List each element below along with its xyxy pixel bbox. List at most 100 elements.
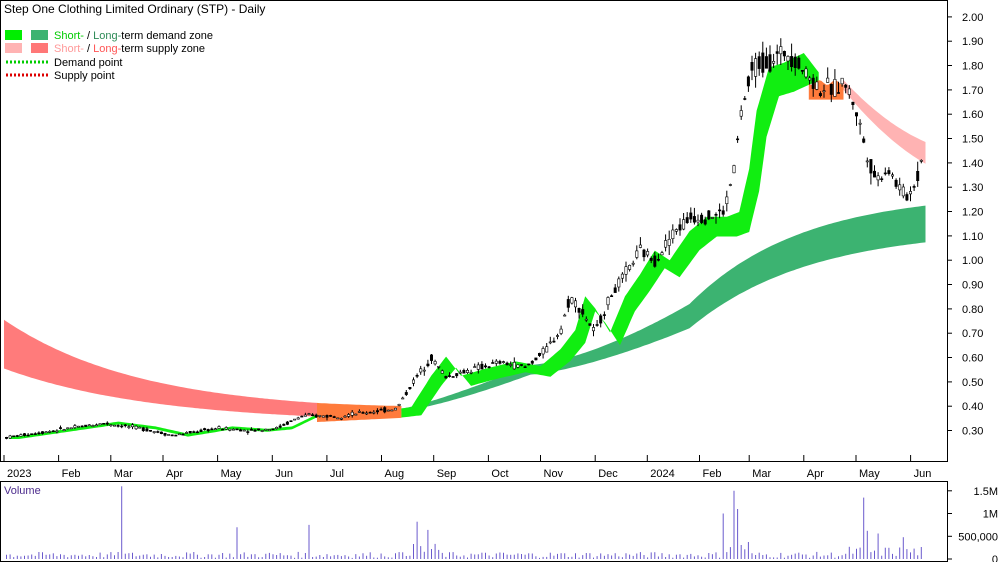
candle-body bbox=[743, 98, 747, 100]
volume-axis: 1.5M 1M 500,000 0 bbox=[948, 486, 998, 562]
candle-body bbox=[750, 61, 754, 71]
candle-body bbox=[98, 423, 102, 426]
candle-body bbox=[336, 417, 340, 420]
candle-body bbox=[458, 371, 462, 374]
candle-body bbox=[357, 411, 361, 413]
candle-body bbox=[383, 407, 387, 413]
candle-body bbox=[700, 214, 704, 223]
date-axis: 2023 Feb Mar Apr May Jun Jul Aug Sep Oct Nov Dec 202… bbox=[3, 455, 931, 480]
candle-body bbox=[523, 366, 527, 369]
candle-body bbox=[728, 184, 732, 186]
candle-body bbox=[692, 216, 696, 223]
candle-body bbox=[19, 434, 23, 437]
candle-body bbox=[901, 186, 905, 197]
candle-body bbox=[836, 92, 840, 94]
candle-body bbox=[628, 264, 632, 270]
candle-body bbox=[476, 364, 480, 370]
candle-body bbox=[221, 428, 225, 431]
candle-body bbox=[635, 250, 639, 258]
candle-body bbox=[509, 364, 513, 366]
candle-body bbox=[617, 278, 621, 288]
candle-body bbox=[534, 357, 538, 361]
candle-body bbox=[610, 295, 614, 298]
legend-supply-point-label: Supply point bbox=[54, 70, 115, 82]
candle-body bbox=[707, 210, 711, 220]
candle-body bbox=[772, 60, 776, 64]
candle-body bbox=[602, 314, 606, 316]
volume-tick-label: 0 bbox=[992, 554, 998, 562]
candle-body bbox=[156, 431, 160, 433]
candle-body bbox=[581, 309, 585, 315]
candle-body bbox=[12, 435, 16, 438]
price-tick-label: 2.00 bbox=[962, 12, 983, 24]
candle-body bbox=[347, 414, 351, 417]
candle-body bbox=[185, 432, 189, 434]
price-tick-label: 0.30 bbox=[962, 426, 983, 438]
candle-body bbox=[44, 431, 48, 434]
candle-body bbox=[123, 424, 127, 427]
candle-body bbox=[573, 300, 577, 308]
legend-supply-sep: / bbox=[84, 43, 93, 55]
date-tick-label: Sep bbox=[437, 468, 457, 480]
candle-body bbox=[653, 255, 657, 267]
candle-body bbox=[818, 93, 822, 97]
candle-body bbox=[350, 411, 354, 416]
candle-body bbox=[278, 425, 282, 428]
legend-supply-mid: Long- bbox=[93, 43, 121, 55]
candle-body bbox=[116, 425, 120, 427]
price-tick-label: 0.80 bbox=[962, 304, 983, 316]
candle-body bbox=[541, 348, 545, 355]
candle-body bbox=[159, 431, 163, 435]
candle-body bbox=[894, 179, 898, 187]
volume-tick-label: 1M bbox=[983, 509, 998, 521]
candle-body bbox=[671, 229, 675, 239]
candle-body bbox=[649, 257, 653, 261]
candle-body bbox=[537, 352, 541, 356]
price-tick-label: 1.40 bbox=[962, 158, 983, 170]
date-tick-label: 2024 bbox=[650, 468, 674, 480]
candle-body bbox=[246, 431, 250, 433]
date-tick-label: May bbox=[859, 468, 880, 480]
price-tick-label: 0.50 bbox=[962, 377, 983, 389]
candle-body bbox=[483, 365, 487, 368]
candles-layer bbox=[5, 38, 923, 440]
candle-body bbox=[912, 186, 916, 188]
candle-body bbox=[905, 194, 909, 201]
short-term-demand-zone bbox=[401, 53, 819, 418]
candle-body bbox=[768, 54, 772, 72]
candle-body bbox=[174, 434, 178, 437]
candle-body bbox=[512, 361, 516, 370]
date-tick-label: Jul bbox=[330, 468, 344, 480]
candle-body bbox=[465, 369, 469, 373]
candle-body bbox=[401, 397, 405, 400]
price-tick-label: 0.60 bbox=[962, 353, 983, 365]
candle-body bbox=[739, 110, 743, 117]
chart-title: Step One Clothing Limited Ordinary (STP)… bbox=[4, 2, 265, 16]
candle-body bbox=[890, 174, 894, 177]
candle-body bbox=[559, 328, 563, 334]
candle-body bbox=[228, 428, 232, 431]
candle-body bbox=[372, 411, 376, 414]
candle-body bbox=[379, 408, 383, 411]
volume-panel-label: Volume bbox=[4, 485, 41, 497]
legend-demand-short-swatch bbox=[5, 30, 22, 40]
candle-body bbox=[40, 431, 44, 434]
candle-body bbox=[858, 122, 862, 125]
candle-body bbox=[880, 178, 884, 180]
candle-body bbox=[588, 323, 592, 326]
long-term-demand-zone bbox=[401, 205, 926, 412]
candle-body bbox=[199, 429, 203, 433]
candle-body bbox=[303, 414, 307, 417]
candle-body bbox=[354, 413, 358, 416]
candle-body bbox=[397, 403, 401, 406]
candle-body bbox=[77, 425, 81, 428]
candle-body bbox=[516, 364, 520, 368]
candle-body bbox=[447, 375, 451, 377]
candle-body bbox=[570, 297, 574, 304]
candle-body bbox=[5, 436, 9, 439]
candle-body bbox=[329, 415, 333, 417]
price-tick-label: 0.70 bbox=[962, 328, 983, 340]
candle-body bbox=[141, 427, 145, 431]
candle-body bbox=[898, 184, 902, 191]
